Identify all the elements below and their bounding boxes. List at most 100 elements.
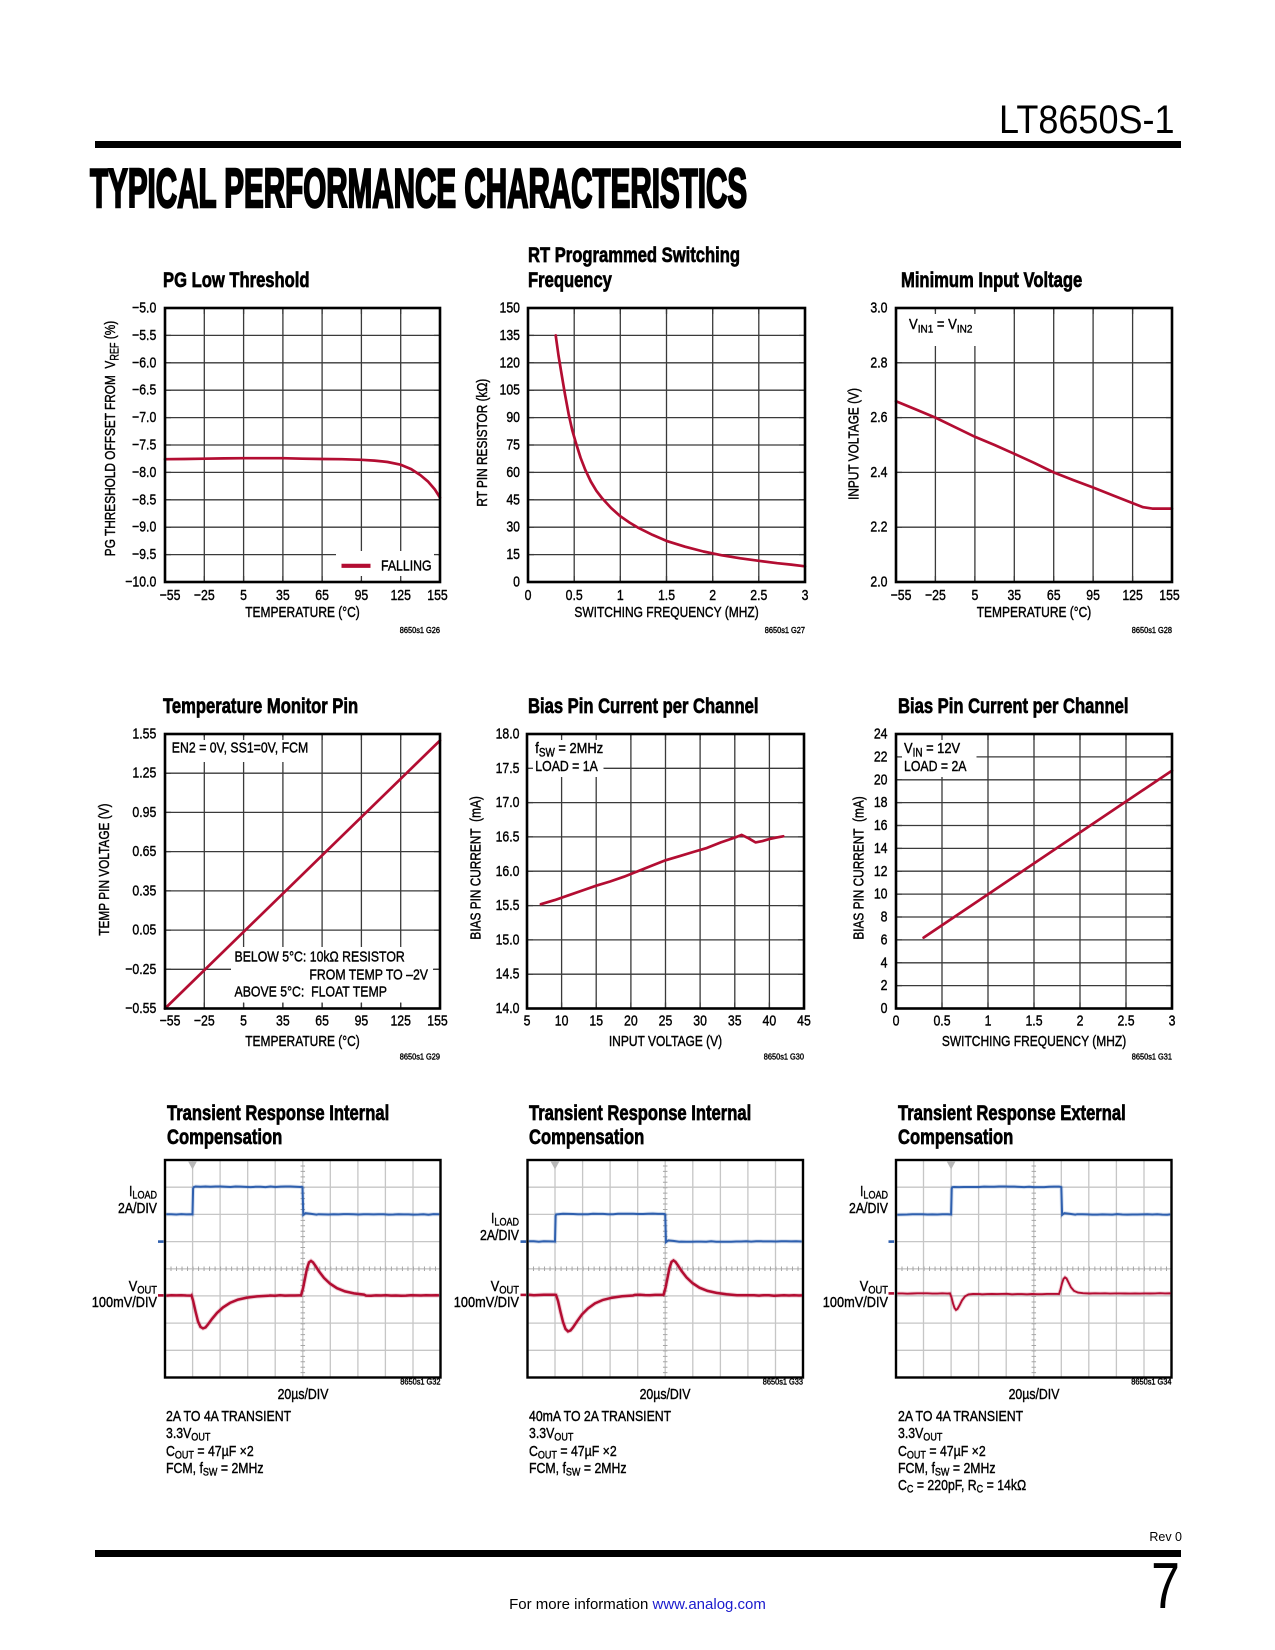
svg-text:LOAD = 1A: LOAD = 1A [535,758,598,774]
svg-text:−0.55: −0.55 [125,1000,156,1016]
svg-text:135: 135 [499,327,520,343]
svg-text:2.6: 2.6 [870,409,887,425]
svg-text:75: 75 [506,436,520,452]
svg-text:5: 5 [524,1012,531,1028]
svg-text:−9.0: −9.0 [132,519,157,535]
svg-text:150: 150 [499,299,520,315]
svg-text:BIAS PIN CURRENT (mA): BIAS PIN CURRENT (mA) [850,796,867,939]
svg-text:8650s1 G33: 8650s1 G33 [763,1377,804,1387]
svg-text:−25: −25 [925,587,946,603]
svg-text:FROM TEMP TO –2V: FROM TEMP TO –2V [309,966,428,982]
svg-text:INPUT VOLTAGE (V): INPUT VOLTAGE (V) [845,388,862,500]
svg-text:20: 20 [874,771,888,787]
svg-text:2: 2 [709,587,716,603]
svg-text:FALLING: FALLING [381,557,432,573]
svg-text:−5.0: −5.0 [132,299,157,315]
svg-text:155: 155 [427,587,448,603]
svg-text:5: 5 [240,1012,247,1028]
svg-text:VIN​ = 12V: VIN​ = 12V [904,739,961,760]
svg-text:−55: −55 [891,587,912,603]
svg-text:5: 5 [971,587,978,603]
svg-text:125: 125 [1122,587,1143,603]
svg-text:−55: −55 [160,587,181,603]
svg-text:16: 16 [874,817,888,833]
svg-text:35: 35 [276,587,290,603]
svg-text:14.5: 14.5 [496,966,520,982]
svg-text:8650s1 G26: 8650s1 G26 [400,625,441,635]
svg-text:BIAS PIN CURRENT (mA): BIAS PIN CURRENT (mA) [467,796,484,939]
svg-text:14.0: 14.0 [496,1000,520,1016]
svg-text:0.05: 0.05 [132,921,156,937]
svg-text:65: 65 [315,587,329,603]
svg-text:65: 65 [1047,587,1061,603]
svg-text:125: 125 [390,587,411,603]
svg-text:2.4: 2.4 [870,464,887,480]
svg-text:SWITCHING FREQUENCY (MHZ): SWITCHING FREQUENCY (MHZ) [942,1033,1126,1050]
svg-text:TEMPERATURE (°C): TEMPERATURE (°C) [977,604,1092,621]
svg-text:8650s1 G30: 8650s1 G30 [764,1052,805,1062]
svg-text:0.35: 0.35 [132,882,156,898]
svg-text:BELOW 5°C: 10kΩ RESISTOR: BELOW 5°C: 10kΩ RESISTOR [235,948,405,964]
svg-text:22: 22 [874,748,888,764]
svg-text:6: 6 [881,931,888,947]
svg-text:2.0: 2.0 [870,573,887,589]
svg-text:25: 25 [659,1012,673,1028]
svg-text:0.95: 0.95 [132,804,156,820]
svg-text:14: 14 [874,840,888,856]
svg-text:8: 8 [881,908,888,924]
svg-text:−55: −55 [160,1012,181,1028]
svg-text:18.0: 18.0 [496,725,520,741]
svg-text:−6.5: −6.5 [132,382,157,398]
svg-text:16.5: 16.5 [496,828,520,844]
svg-text:90: 90 [506,409,520,425]
svg-text:RT PIN RESISTOR (kΩ): RT PIN RESISTOR (kΩ) [473,379,490,507]
svg-text:4: 4 [881,954,888,970]
svg-text:10: 10 [874,886,888,902]
svg-text:0: 0 [513,573,520,589]
svg-text:−25: −25 [194,587,215,603]
svg-text:−25: −25 [194,1012,215,1028]
svg-text:45: 45 [797,1012,811,1028]
svg-text:24: 24 [874,725,888,741]
svg-text:8650s1 G34: 8650s1 G34 [1131,1377,1172,1387]
svg-text:8650s1 G27: 8650s1 G27 [765,625,806,635]
svg-text:17.0: 17.0 [496,794,520,810]
svg-text:1.55: 1.55 [132,725,156,741]
svg-text:TEMPERATURE (°C): TEMPERATURE (°C) [245,604,360,621]
svg-text:0.5: 0.5 [566,587,583,603]
svg-text:12: 12 [874,863,888,879]
svg-text:18: 18 [874,794,888,810]
svg-text:8650s1 G28: 8650s1 G28 [1132,625,1173,635]
svg-text:125: 125 [390,1012,411,1028]
svg-text:8650s1 G29: 8650s1 G29 [400,1052,441,1062]
svg-text:15.5: 15.5 [496,897,520,913]
svg-text:10: 10 [555,1012,569,1028]
svg-text:−9.5: −9.5 [132,546,157,562]
svg-text:3: 3 [1169,1012,1176,1028]
svg-text:0: 0 [893,1012,900,1028]
svg-text:2: 2 [1077,1012,1084,1028]
svg-text:30: 30 [693,1012,707,1028]
svg-text:15.0: 15.0 [496,931,520,947]
svg-text:35: 35 [276,1012,290,1028]
svg-text:2.5: 2.5 [750,587,767,603]
svg-text:−8.0: −8.0 [132,464,157,480]
svg-text:16.0: 16.0 [496,863,520,879]
svg-text:35: 35 [728,1012,742,1028]
svg-text:60: 60 [506,464,520,480]
svg-text:15: 15 [506,546,520,562]
svg-text:2: 2 [881,977,888,993]
svg-text:1: 1 [617,587,624,603]
svg-text:105: 105 [499,382,520,398]
svg-text:120: 120 [499,354,520,370]
svg-text:2.5: 2.5 [1117,1012,1134,1028]
svg-text:TEMP PIN VOLTAGE (V): TEMP PIN VOLTAGE (V) [96,804,113,936]
svg-text:−0.25: −0.25 [125,961,156,977]
svg-text:8650s1 G31: 8650s1 G31 [1132,1052,1173,1062]
svg-text:−7.0: −7.0 [132,409,157,425]
svg-text:1.5: 1.5 [658,587,675,603]
svg-text:3: 3 [802,587,809,603]
svg-text:−10.0: −10.0 [125,573,156,589]
svg-text:5: 5 [240,587,247,603]
svg-text:1: 1 [985,1012,992,1028]
